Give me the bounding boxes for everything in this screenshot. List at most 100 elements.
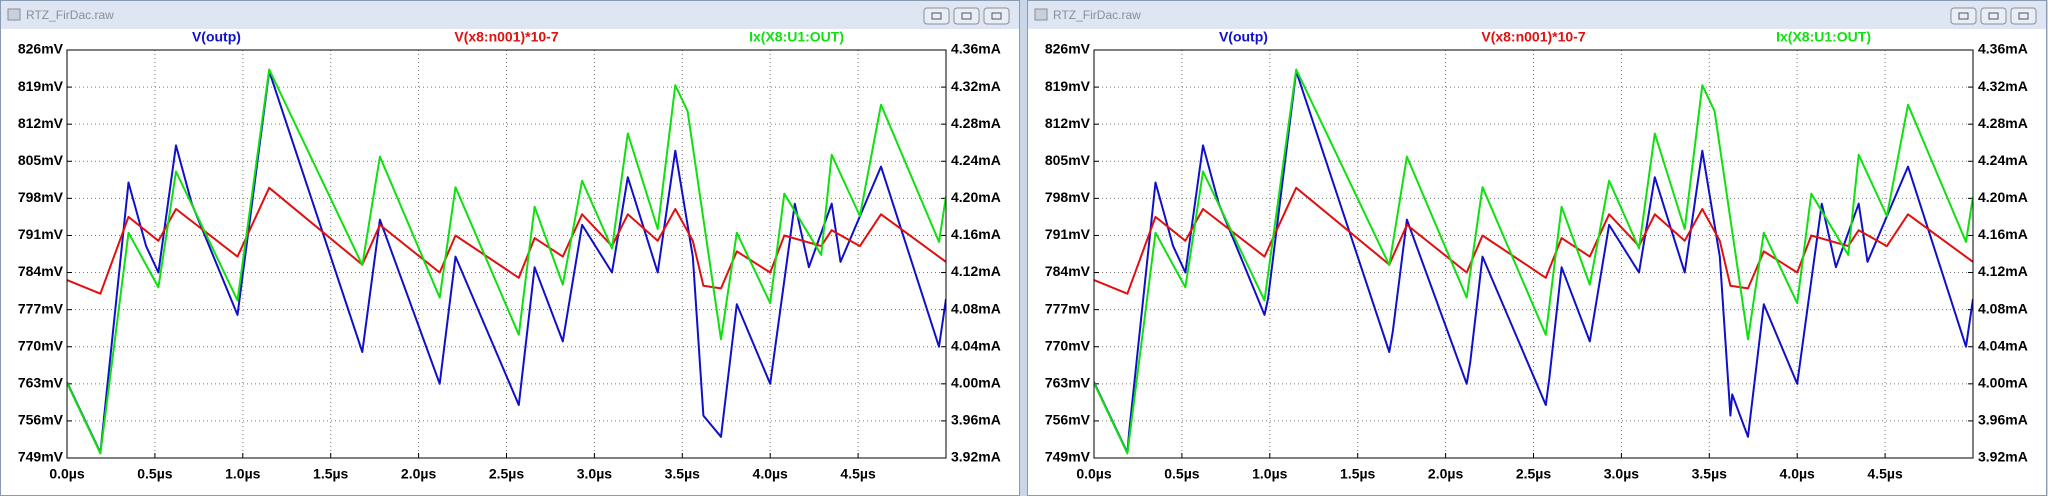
x-tick-label: 3.0µs xyxy=(577,466,613,482)
close-glyph xyxy=(2018,12,2029,20)
y-tick-label: 784mV xyxy=(18,263,64,279)
y-tick-label: 819mV xyxy=(1045,78,1091,94)
legend-entry: Ix(X8:U1:OUT) xyxy=(749,29,844,45)
y-tick-label: 798mV xyxy=(18,189,64,205)
x-tick-label: 4.0µs xyxy=(1780,466,1816,482)
x-tick-label: 1.0µs xyxy=(225,466,261,482)
y2-tick-label: 4.04mA xyxy=(1978,337,2028,353)
window-frame xyxy=(0,0,1020,496)
y-tick-label: 798mV xyxy=(1045,189,1091,205)
legend-entry: V(x8:n001)*10-7 xyxy=(1481,29,1585,45)
y2-tick-label: 4.12mA xyxy=(1978,263,2028,279)
y2-tick-label: 4.04mA xyxy=(951,337,1001,353)
x-tick-label: 1.5µs xyxy=(313,466,349,482)
y-tick-label: 805mV xyxy=(18,152,64,168)
y2-tick-label: 4.08mA xyxy=(1978,300,2028,316)
x-tick-label: 1.0µs xyxy=(1252,466,1288,482)
window: RTZ_FirDac.raw 749mV 756mV 763mV 770mV 777mV 7… xyxy=(1027,0,2047,496)
y-tick-label: 749mV xyxy=(18,449,64,465)
y2-tick-label: 4.12mA xyxy=(951,263,1001,279)
x-tick-label: 4.5µs xyxy=(1867,466,1903,482)
y-tick-label: 791mV xyxy=(1045,226,1091,242)
minimize-button[interactable] xyxy=(923,7,950,25)
y2-tick-label: 4.16mA xyxy=(1978,226,2028,242)
trace xyxy=(1094,186,1973,295)
x-tick-label: 0.0µs xyxy=(49,466,85,482)
y2-tick-label: 3.96mA xyxy=(1978,412,2028,428)
maximize-button[interactable] xyxy=(953,7,980,25)
legend-entry: V(outp) xyxy=(192,29,241,45)
y-tick-label: 756mV xyxy=(18,412,64,428)
y-tick-label: 791mV xyxy=(18,226,64,242)
y-tick-label: 749mV xyxy=(1045,449,1091,465)
y-tick-label: 777mV xyxy=(1045,300,1091,316)
minimize-button[interactable] xyxy=(1950,7,1977,25)
y2-tick-label: 3.92mA xyxy=(1978,449,2028,465)
x-tick-label: 2.5µs xyxy=(1516,466,1552,482)
y2-tick-label: 4.08mA xyxy=(951,300,1001,316)
close-button[interactable] xyxy=(983,7,1010,25)
y2-tick-label: 4.32mA xyxy=(1978,78,2028,94)
legend-entry: Ix(X8:U1:OUT) xyxy=(1776,29,1871,45)
window-title: RTZ_FirDac.raw xyxy=(26,8,114,22)
window-title: RTZ_FirDac.raw xyxy=(1053,8,1141,22)
x-tick-label: 3.5µs xyxy=(665,466,701,482)
maximize-glyph xyxy=(1988,12,1999,20)
title-bar xyxy=(1,1,1019,29)
plot-traces xyxy=(67,68,946,455)
y2-tick-label: 4.00mA xyxy=(1978,375,2028,391)
y-tick-label: 826mV xyxy=(18,41,64,57)
plot-frame xyxy=(1093,49,1974,459)
plot-traces xyxy=(1094,68,1973,455)
trace xyxy=(1094,68,1973,455)
y2-tick-label: 4.16mA xyxy=(951,226,1001,242)
y-tick-label: 826mV xyxy=(1045,41,1091,57)
window: RTZ_FirDac.raw 749mV 756mV 763mV 770mV 777mV 7… xyxy=(0,0,1020,496)
y2-tick-label: 4.20mA xyxy=(951,189,1001,205)
minimize-glyph xyxy=(931,12,942,20)
y2-tick-label: 4.36mA xyxy=(951,41,1001,57)
y2-tick-label: 3.92mA xyxy=(951,449,1001,465)
y-tick-label: 777mV xyxy=(18,300,64,316)
close-glyph xyxy=(991,12,1002,20)
y2-tick-label: 4.32mA xyxy=(951,78,1001,94)
legend-entry: V(outp) xyxy=(1219,29,1268,45)
trace xyxy=(67,186,946,295)
x-tick-label: 2.5µs xyxy=(489,466,525,482)
x-tick-label: 0.0µs xyxy=(1076,466,1112,482)
y-tick-label: 756mV xyxy=(1045,412,1091,428)
y-tick-label: 805mV xyxy=(1045,152,1091,168)
x-tick-label: 0.5µs xyxy=(1164,466,1200,482)
y2-tick-label: 4.36mA xyxy=(1978,41,2028,57)
trace xyxy=(1094,70,1973,454)
y2-tick-label: 4.28mA xyxy=(1978,115,2028,131)
y2-tick-label: 4.28mA xyxy=(951,115,1001,131)
x-tick-label: 2.0µs xyxy=(1428,466,1464,482)
window-icon xyxy=(7,8,21,21)
y-tick-label: 763mV xyxy=(1045,375,1091,391)
legend-entry: V(x8:n001)*10-7 xyxy=(454,29,558,45)
x-tick-label: 4.5µs xyxy=(840,466,876,482)
y2-tick-label: 4.24mA xyxy=(1978,152,2028,168)
y-tick-label: 770mV xyxy=(1045,337,1091,353)
minimize-glyph xyxy=(1958,12,1969,20)
y2-tick-label: 4.20mA xyxy=(1978,189,2028,205)
trace xyxy=(67,70,946,454)
x-tick-label: 3.0µs xyxy=(1604,466,1640,482)
x-tick-label: 4.0µs xyxy=(753,466,789,482)
title-bar xyxy=(1028,1,2046,29)
y-tick-label: 763mV xyxy=(18,375,64,391)
y-tick-label: 819mV xyxy=(18,78,64,94)
maximize-button[interactable] xyxy=(1980,7,2007,25)
x-tick-label: 3.5µs xyxy=(1692,466,1728,482)
y-tick-label: 784mV xyxy=(1045,263,1091,279)
y-tick-label: 812mV xyxy=(18,115,64,131)
y2-tick-label: 4.24mA xyxy=(951,152,1001,168)
trace xyxy=(67,68,946,455)
y-tick-label: 770mV xyxy=(18,337,64,353)
y2-tick-label: 4.00mA xyxy=(951,375,1001,391)
close-button[interactable] xyxy=(2010,7,2037,25)
x-tick-label: 0.5µs xyxy=(137,466,173,482)
